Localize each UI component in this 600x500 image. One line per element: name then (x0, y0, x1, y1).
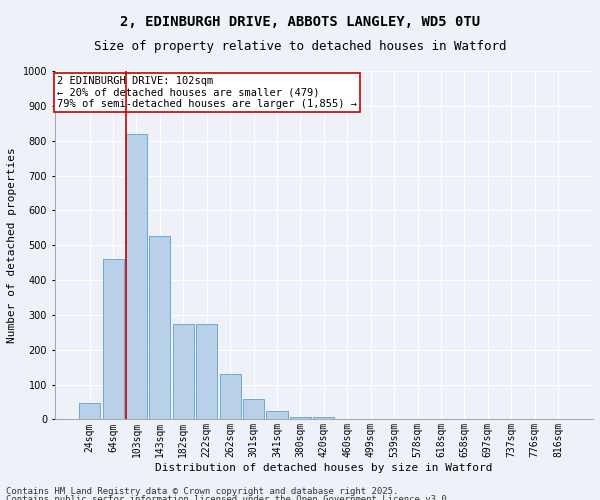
Text: 2, EDINBURGH DRIVE, ABBOTS LANGLEY, WD5 0TU: 2, EDINBURGH DRIVE, ABBOTS LANGLEY, WD5 … (120, 15, 480, 29)
Bar (103, 259, 124, 420)
Bar (173, 324, 194, 420)
Bar (149, 236, 170, 420)
Text: Contains public sector information licensed under the Open Government Licence v3: Contains public sector information licen… (6, 495, 452, 500)
Bar (79, 404, 100, 419)
Text: 2 EDINBURGH DRIVE: 102sqm
← 20% of detached houses are smaller (479)
79% of semi: 2 EDINBURGH DRIVE: 102sqm ← 20% of detac… (58, 76, 358, 110)
Text: Contains HM Land Registry data © Crown copyright and database right 2025.: Contains HM Land Registry data © Crown c… (6, 488, 398, 496)
Y-axis label: Number of detached properties: Number of detached properties (7, 148, 17, 343)
Bar (266, 411, 287, 420)
Bar (243, 398, 264, 419)
Bar (313, 416, 334, 420)
X-axis label: Distribution of detached houses by size in Watford: Distribution of detached houses by size … (155, 463, 493, 473)
Bar (220, 374, 241, 420)
Bar (126, 134, 147, 420)
Bar (290, 416, 311, 420)
Text: Size of property relative to detached houses in Watford: Size of property relative to detached ho… (94, 40, 506, 53)
Bar (196, 324, 217, 420)
